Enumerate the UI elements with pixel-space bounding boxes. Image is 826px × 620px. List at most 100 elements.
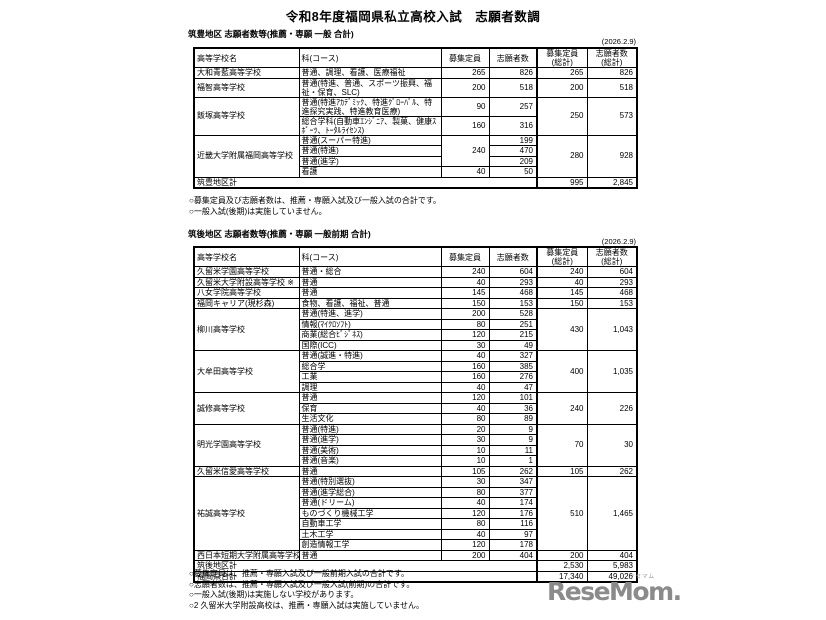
capacity-cell: 80: [440, 518, 490, 530]
total-applicants-cell: 1,035: [586, 350, 638, 393]
total-row-label: 福岡県合計: [193, 570, 538, 583]
total-applicants-cell: 262: [586, 465, 638, 477]
school-name-cell: 飯塚高等学校: [193, 96, 300, 136]
applicants-cell: 468: [488, 287, 538, 299]
applicants-cell: 176: [488, 507, 538, 519]
total-applicants-cell: 468: [586, 287, 638, 299]
total-capacity-cell: 265: [536, 67, 588, 79]
capacity-cell: 120: [440, 329, 490, 341]
course-cell: 生活文化: [298, 413, 442, 425]
school-name-cell: 明光学園高等学校: [193, 423, 300, 467]
school-row: 久留米大学附設高等学校 ※ 普通 40 293 40 293: [193, 276, 638, 288]
course-cell: 普通(特別選抜): [298, 476, 442, 488]
course-cell: 普通: [298, 287, 442, 299]
total-applicants-cell: 928: [586, 134, 638, 178]
capacity-cell: 10: [440, 455, 490, 467]
column-header: 高等学校名: [193, 47, 300, 68]
school-row: 普通(進学) 209: [194, 155, 637, 167]
school-row: 福智高等学校 普通(特進、普通、スポーツ振興、福祉・保育、SLC) 200 518 20…: [193, 77, 638, 98]
course-cell: 普通(特進、普通、スポーツ振興、福祉・保育、SLC): [298, 77, 442, 98]
school-row: 久留米信愛高等学校 普通 105 262 105 262: [193, 465, 638, 477]
school-row: 飯塚高等学校 普通(特進ｱｶﾃﾞﾐｯｸ、特進ｸﾞﾛｰﾊﾞﾙ、特進探究実践、特進教育…: [193, 96, 638, 136]
school-name-cell: 福智高等学校: [193, 77, 300, 98]
school-name-cell: 柳川高等学校: [193, 308, 300, 351]
course-cell: 普通(特進、進学): [298, 308, 442, 320]
applicants-table-chikugo: 高等学校名 科(コース) 募集定員 志願者数 募集定員 (総計) 志願者数 (総計) 久留米…: [193, 246, 638, 583]
course-cell: 普通、調理、看護、医療福祉: [298, 67, 442, 79]
capacity-cell: 80: [440, 318, 490, 330]
capacity-cell: 160: [440, 371, 490, 383]
school-row: 総合学科(自動車ｴﾝｼﾞﾆｱ、製菓、健康ｽﾎﾟｰﾂ、ﾄｰﾀﾙﾗｲｾﾝｽ) 160 3…: [194, 115, 637, 136]
school-row: 大和青藍高等学校 普通、調理、看護、医療福祉 265 826 265 826: [193, 67, 638, 79]
note-line: ○一般入試(後期)は実施していません。: [189, 206, 327, 216]
course-cell: 普通(美術): [298, 444, 442, 456]
course-cell: 普通・総合: [298, 266, 442, 278]
total-row-applicants: 5,983: [586, 560, 638, 572]
total-capacity-cell: 70: [536, 423, 588, 467]
course-cell: 普通: [298, 465, 442, 477]
applicants-cell: 385: [488, 360, 538, 372]
column-header: 科(コース): [298, 47, 442, 68]
total-row-capacity: 995: [536, 176, 588, 189]
capacity-cell: 160: [440, 360, 490, 372]
date-label: (2026.2.9): [601, 237, 636, 246]
school-name-cell: 福岡キャリア(現杉森): [193, 297, 300, 309]
applicants-cell: 826: [488, 67, 538, 79]
notes-chikuho: ○募集定員及び志願者数は、推薦・専願入試及び一般入試の合計です。 ○一般入試(後…: [189, 196, 441, 217]
column-header: 募集定員: [440, 47, 490, 68]
course-cell: 土木工学: [298, 528, 442, 540]
capacity-cell: 40: [440, 528, 490, 540]
note-line: ○2 久留米大学附設高校は、推薦・専願入試は実施していません。: [189, 600, 425, 610]
capacity-cell: 40: [440, 166, 490, 178]
capacity-cell: 150: [440, 297, 490, 309]
capacity-cell: 40: [440, 497, 490, 509]
school-row: 祐誠高等学校 普通(特別選抜) 30 347 510 1,465: [193, 476, 638, 551]
applicants-cell: 262: [488, 465, 538, 477]
course-cell: 創造情報工学: [298, 539, 442, 551]
capacity-cell: 120: [440, 507, 490, 519]
capacity-cell: 20: [440, 423, 490, 435]
total-capacity-cell: 40: [536, 276, 588, 288]
applicants-cell: 1: [488, 455, 538, 467]
school-name-cell: 祐誠高等学校: [193, 476, 300, 551]
school-row: 近畿大学附属福岡高等学校 普通(スーパー特進) 240 199 280 928: [193, 134, 638, 178]
applicants-cell: 49: [488, 339, 538, 351]
course-cell: 普通: [298, 392, 442, 404]
capacity-cell: 30: [440, 476, 490, 488]
school-row: 八女学院高等学校 普通 145 468 145 468: [193, 287, 638, 299]
applicants-cell: 257: [488, 96, 538, 117]
course-cell: 普通(特進): [298, 423, 442, 435]
school-row: 情報(ﾏｲｸﾛｿﾌﾄ) 80 251: [194, 318, 637, 330]
course-cell: 普通(進学総合): [298, 486, 442, 498]
school-row: 西日本短期大学附属高等学校 普通 200 404 200 404: [193, 549, 638, 561]
course-cell: 看護: [298, 166, 442, 178]
applicants-cell: 47: [488, 381, 538, 393]
capacity-cell: 30: [440, 339, 490, 351]
applicants-table-chikuho: 高等学校名 科(コース) 募集定員 志願者数 募集定員 (総計) 志願者数 (総計) 大和青…: [193, 47, 638, 189]
school-row: 福岡キャリア(現杉森) 食物、看護、福祉、普通 150 153 150 153: [193, 297, 638, 309]
school-name-cell: 久留米学園高等学校: [193, 266, 300, 278]
applicants-cell: 276: [488, 371, 538, 383]
course-cell: 普通(進学): [298, 155, 442, 167]
applicants-cell: 199: [488, 134, 538, 146]
total-applicants-cell: 293: [586, 276, 638, 288]
column-header: 志願者数: [488, 246, 538, 267]
total-capacity-cell: 250: [536, 96, 588, 136]
total-capacity-cell: 280: [536, 134, 588, 178]
applicants-cell: 347: [488, 476, 538, 488]
note-line: ○一般入試(後期)は実施しない学校があります。: [189, 590, 359, 599]
course-cell: 国際(ICC): [298, 339, 442, 351]
capacity-cell: 200: [440, 308, 490, 320]
applicants-cell: 153: [488, 297, 538, 309]
column-header: 志願者数: [488, 47, 538, 68]
school-row: 誠修高等学校 普通 120 101 240 226: [193, 392, 638, 425]
total-row-capacity: 2,530: [536, 560, 588, 572]
header-row: 高等学校名 科(コース) 募集定員 志願者数 募集定員 (総計) 志願者数 (総計): [193, 47, 638, 68]
applicants-cell: 116: [488, 518, 538, 530]
page-title: 令和8年度福岡県私立高校入試 志願者数調: [285, 10, 541, 24]
applicants-cell: 9: [488, 434, 538, 446]
applicants-cell: 178: [488, 539, 538, 551]
total-applicants-cell: 404: [586, 549, 638, 561]
section-heading-chikuho: 筑豊地区 志願者数等(推薦・専願 一般 合計): [188, 29, 354, 39]
school-name-cell: 八女学院高等学校: [193, 287, 300, 299]
